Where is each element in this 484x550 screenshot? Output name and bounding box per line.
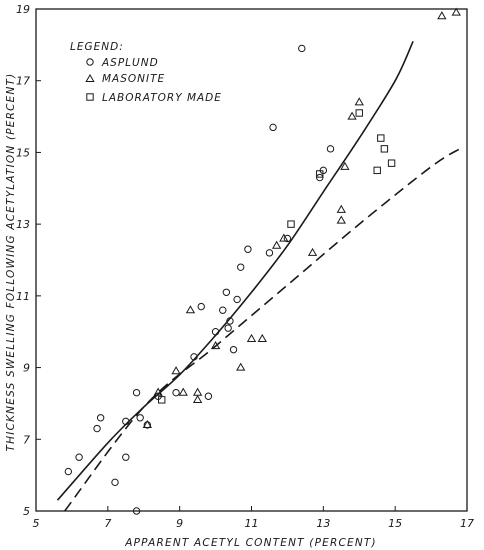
asplund-point [269,123,277,132]
asplund-point [237,263,245,271]
dashed-curve [64,148,461,512]
asplund-point [132,507,141,515]
asplund-point [226,317,234,325]
asplund-point [265,249,274,257]
laboratory-made-point [158,396,166,404]
legend: LEGEND: ASPLUND MASONITE LABORATORY MADE [70,41,222,104]
asplund-point [132,388,141,397]
masonite-point [451,7,461,16]
legend-label-masonite: MASONITE [102,73,165,85]
y-tick-label: 19 [16,3,30,16]
asplund-point [224,324,232,332]
y-tick-label: 7 [23,433,30,446]
curve-layer [56,40,461,512]
marker-layer [64,7,461,515]
masonite-point [185,305,196,314]
x-tick-label: 13 [316,517,330,530]
asplund-point [283,234,292,243]
tick-layer: 5 7 9 11 13 15 17 5 7 9 11 13 15 17 19 [16,3,474,530]
masonite-point [354,97,364,106]
legend-marker-laboratory-made [86,93,94,101]
y-axis-label: THICKNESS SWELLING FOLLOWING ACETYLATION… [5,73,17,452]
masonite-point [192,387,203,396]
asplund-point [326,145,335,153]
asplund-point [204,392,213,400]
y-tick-label: 9 [23,362,30,375]
laboratory-made-point [380,145,389,153]
asplund-point [122,453,130,461]
legend-label-asplund: ASPLUND [101,57,159,69]
laboratory-made-point [387,159,396,167]
x-tick-label: 15 [388,517,402,530]
legend-marker-masonite [85,74,95,82]
masonite-point [279,233,289,242]
y-tick-label: 11 [16,290,30,303]
legend-marker-asplund [86,58,94,66]
masonite-point [347,111,357,120]
legend-label-laboratory-made: LABORATORY MADE [102,92,222,104]
asplund-point [211,328,220,336]
masonite-point [153,387,163,396]
asplund-point [64,467,73,476]
asplund-point [244,245,252,253]
asplund-point [222,288,231,296]
x-axis-label: APPARENT ACETYL CONTENT (PERCENT) [124,537,377,549]
asplund-point [111,478,119,487]
x-tick-label: 7 [104,517,111,530]
masonite-point [257,333,267,342]
masonite-point [236,362,246,371]
x-tick-label: 11 [245,517,259,530]
y-tick-label: 5 [23,505,30,518]
masonite-point [340,161,350,170]
y-tick-label: 13 [16,218,30,231]
x-tick-label: 17 [460,517,474,530]
asplund-point [136,414,144,422]
x-tick-label: 9 [176,517,183,530]
x-tick-label: 5 [33,517,40,530]
solid-curve [56,40,414,501]
asplund-point [75,453,83,461]
asplund-point [93,424,101,433]
y-tick-label: 15 [16,146,30,159]
masonite-point [271,240,282,249]
masonite-point [178,387,188,396]
masonite-point [246,333,257,342]
asplund-point [122,417,130,426]
masonite-point [142,419,153,429]
masonite-point [437,11,447,20]
masonite-point [307,247,318,256]
laboratory-made-point [287,220,295,228]
laboratory-made-point [355,109,363,117]
legend-title: LEGEND: [70,41,124,53]
asplund-point [233,295,241,304]
asplund-point [229,345,238,354]
masonite-point [336,215,346,224]
masonite-point [192,394,203,403]
masonite-point [210,341,221,350]
y-tick-label: 17 [16,75,30,88]
asplund-point [219,306,227,314]
laboratory-made-point [316,170,324,178]
asplund-point [197,302,205,311]
laboratory-made-point [373,166,381,175]
asplund-point [298,44,306,53]
asplund-point [190,353,198,361]
asplund-point [172,388,180,397]
masonite-point [171,366,181,375]
asplund-point [96,414,105,422]
masonite-point [336,204,346,213]
laboratory-made-point [377,134,385,142]
